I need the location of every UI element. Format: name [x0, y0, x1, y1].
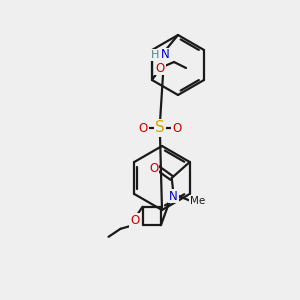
Text: O: O [172, 122, 182, 134]
Text: O: O [130, 214, 139, 227]
Text: H: H [151, 50, 159, 60]
Text: N: N [169, 190, 178, 202]
Text: O: O [149, 161, 158, 175]
Text: N: N [160, 49, 169, 62]
Text: S: S [155, 121, 165, 136]
Text: Me: Me [190, 196, 205, 206]
Text: O: O [138, 122, 148, 134]
Text: O: O [155, 61, 165, 74]
